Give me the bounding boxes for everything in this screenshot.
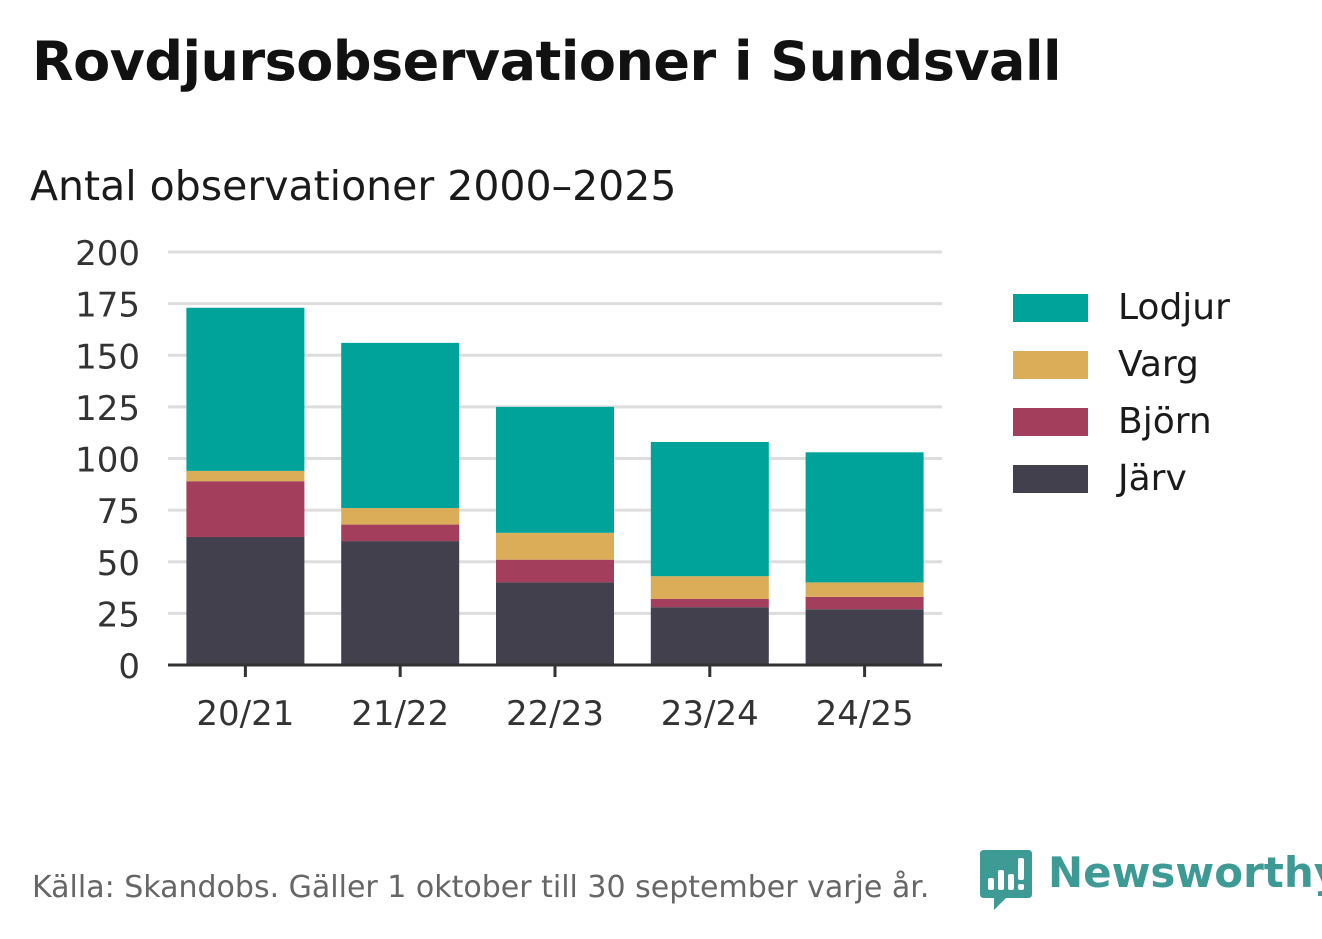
y-tick-label-75: 75	[97, 492, 140, 532]
bar-lodjur-20-21	[186, 307, 305, 471]
y-tick-label-100: 100	[75, 441, 140, 481]
bar-bjorn-24-25	[805, 596, 924, 610]
bar-bjorn-20-21	[186, 481, 305, 537]
bar-jarv-24-25	[805, 609, 924, 665]
legend-swatch-varg	[1013, 351, 1088, 379]
legend-label-jarv: Järv	[1118, 458, 1187, 499]
bar-varg-20-21	[186, 470, 305, 482]
newsworthy-brand-name: Newsworthy	[1048, 848, 1322, 897]
legend-label-varg: Varg	[1118, 344, 1199, 385]
x-tick-label-20-21: 20/21	[196, 694, 294, 734]
bar-varg-21-22	[341, 508, 460, 525]
legend-label-lodjur: Lodjur	[1118, 287, 1230, 328]
y-tick-label-0: 0	[118, 647, 140, 687]
chart-title: Rovdjursobservationer i Sundsvall	[32, 30, 1062, 93]
newsworthy-logo-icon	[980, 850, 1032, 910]
legend-label-bjorn: Björn	[1118, 401, 1212, 442]
bar-varg-24-25	[805, 582, 924, 597]
source-note: Källa: Skandobs. Gäller 1 oktober till 3…	[32, 870, 930, 905]
bar-lodjur-21-22	[341, 342, 460, 509]
x-tick-label-22-23: 22/23	[506, 694, 604, 734]
y-tick-label-25: 25	[97, 595, 140, 635]
bar-varg-22-23	[496, 532, 614, 560]
bar-jarv-22-23	[496, 582, 614, 665]
bar-jarv-20-21	[186, 536, 305, 665]
y-tick-label-150: 150	[75, 337, 140, 377]
legend-swatch-bjorn	[1013, 408, 1088, 436]
bar-bjorn-21-22	[341, 524, 460, 542]
y-tick-label-125: 125	[75, 389, 140, 429]
bar-jarv-23-24	[650, 607, 769, 665]
bar-bjorn-23-24	[650, 598, 769, 608]
x-tick-label-23-24: 23/24	[661, 694, 759, 734]
bar-jarv-21-22	[341, 541, 460, 665]
bar-lodjur-22-23	[496, 406, 614, 533]
bar-lodjur-23-24	[650, 441, 769, 577]
y-tick-label-175: 175	[75, 286, 140, 326]
chart-subtitle: Antal observationer 2000–2025	[30, 162, 677, 210]
bar-varg-23-24	[650, 576, 769, 599]
legend-swatch-lodjur	[1013, 294, 1088, 322]
bar-bjorn-22-23	[496, 559, 614, 583]
x-tick-label-21-22: 21/22	[351, 694, 449, 734]
y-tick-label-50: 50	[97, 544, 140, 584]
bar-lodjur-24-25	[805, 452, 924, 583]
legend-swatch-jarv	[1013, 465, 1088, 493]
y-tick-label-200: 200	[75, 234, 140, 274]
x-tick-label-24-25: 24/25	[816, 694, 914, 734]
